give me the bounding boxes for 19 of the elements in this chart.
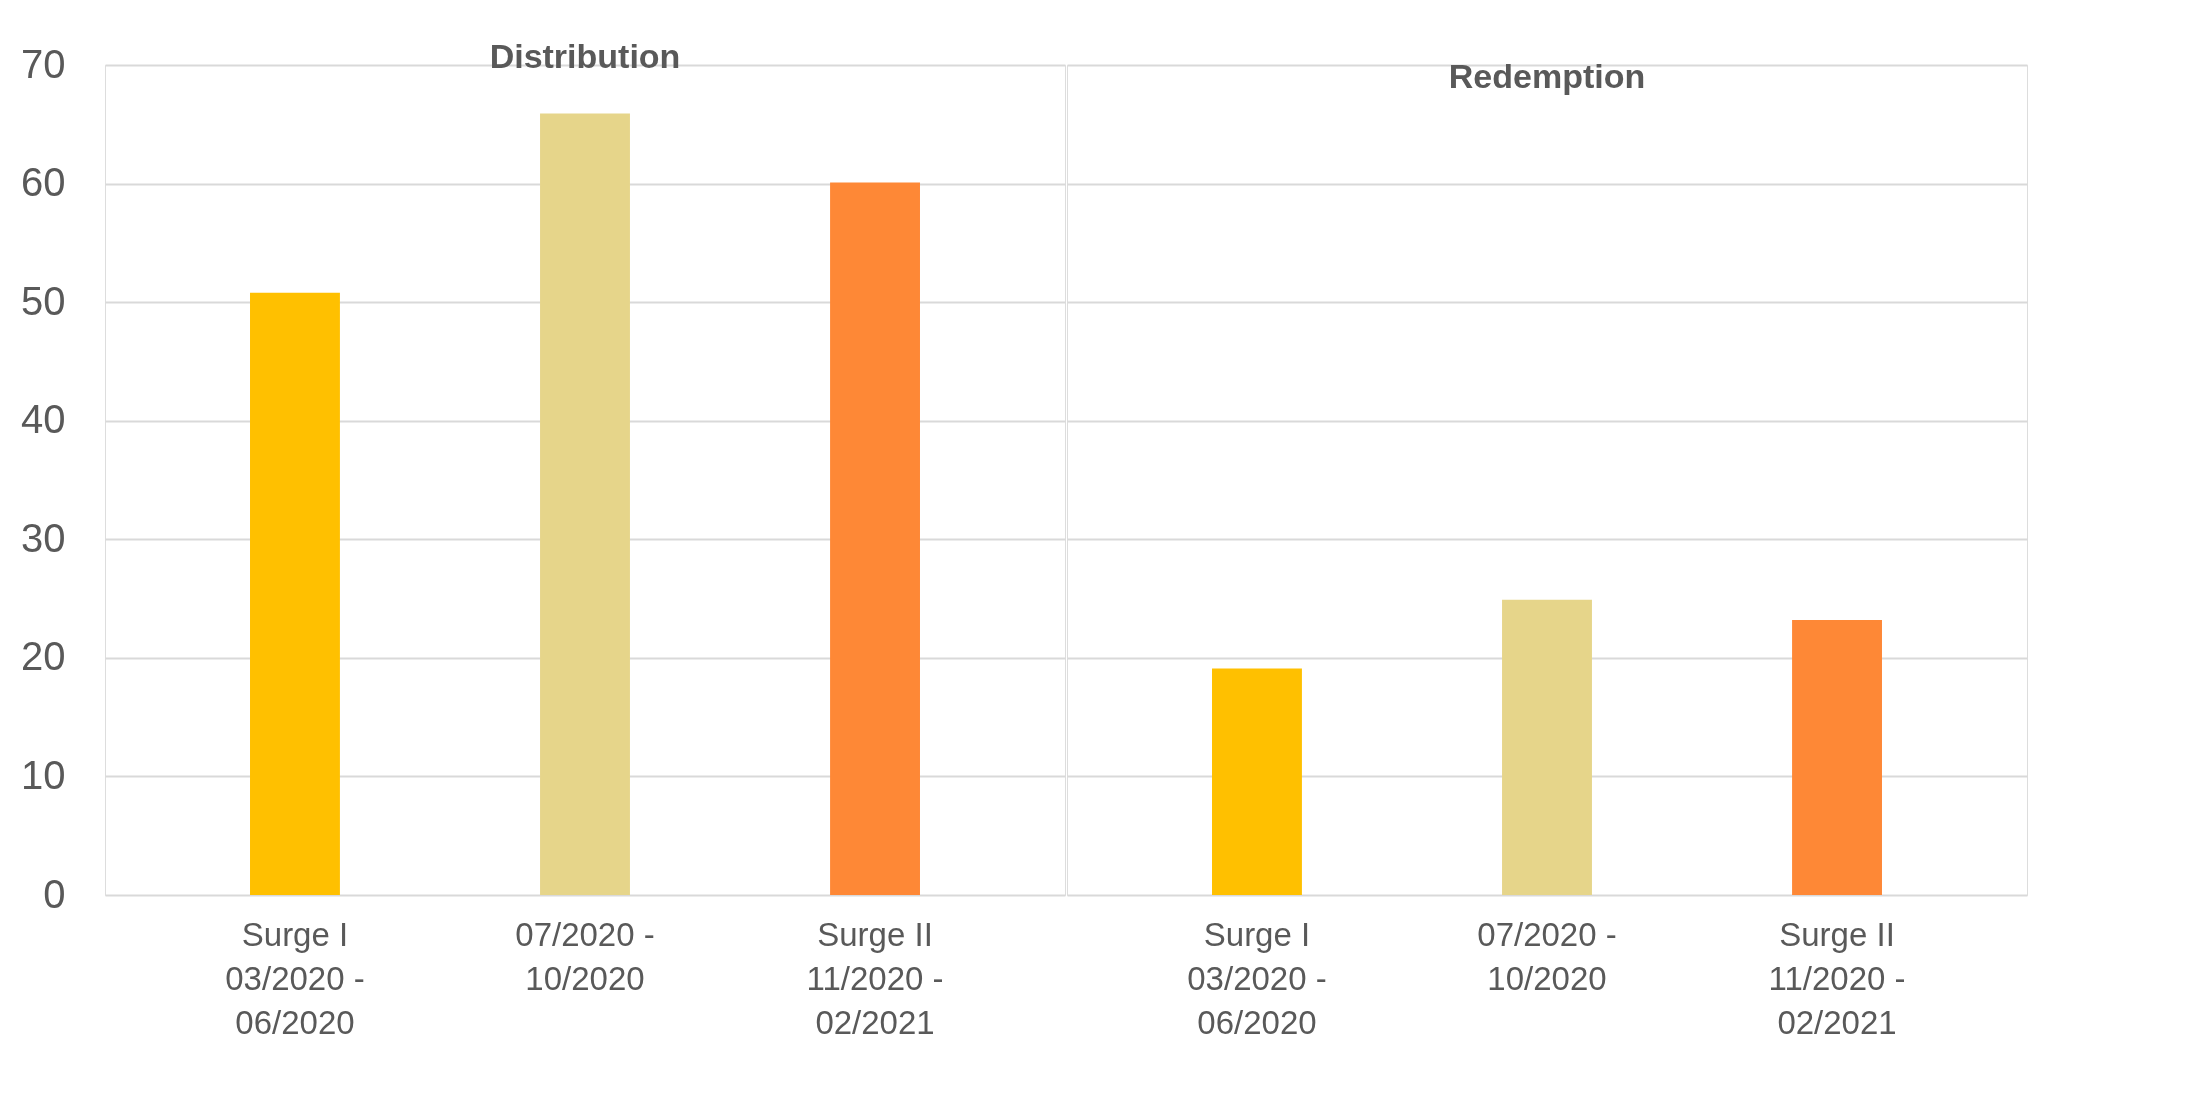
chart-title: Distribution	[489, 37, 681, 75]
y-tick-label: 50	[21, 278, 66, 323]
y-tick-label: 60	[21, 160, 66, 205]
y-tick-label: 20	[21, 634, 66, 679]
y-tick-label: 70	[21, 41, 66, 86]
y-tick-label: 10	[21, 752, 66, 797]
x-tick-label: Surge II 11/2020 - 02/2021	[806, 915, 944, 1041]
x-tick-label: Surge II 11/2020 - 02/2021	[1768, 915, 1906, 1041]
y-tick-label: 30	[21, 515, 66, 560]
bar	[250, 292, 340, 895]
x-tick-label: 07/2020 - 10/2020	[515, 915, 655, 997]
bar	[830, 182, 920, 895]
x-tick-label: Surge I 03/2020 - 06/2020	[1187, 915, 1327, 1041]
x-tick-label: Surge I 03/2020 - 06/2020	[225, 915, 365, 1041]
y-tick-label: 40	[21, 397, 66, 442]
y-tick-label: 0	[43, 871, 66, 916]
chart-title: Redemption	[1448, 57, 1646, 95]
x-tick-label: 07/2020 - 10/2020	[1477, 915, 1617, 997]
bar	[540, 113, 630, 895]
